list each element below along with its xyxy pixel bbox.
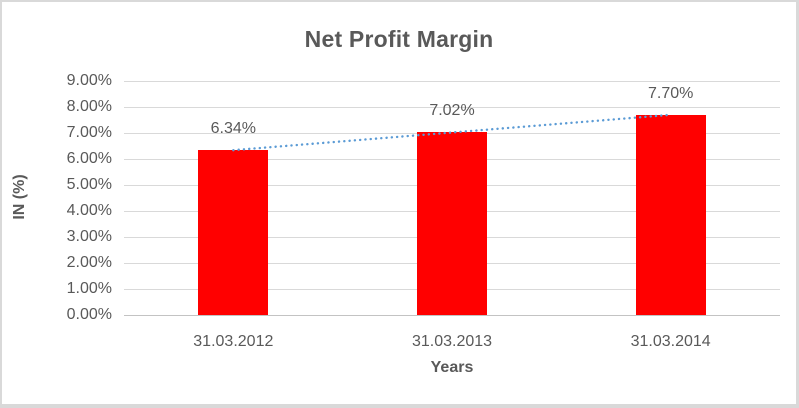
bar-data-label: 7.70% — [647, 84, 694, 102]
y-tick-label: 2.00% — [66, 254, 112, 271]
y-tick-label: 6.00% — [66, 150, 112, 167]
x-tick-label: 31.03.2013 — [411, 333, 493, 350]
bar-31.03.2012 — [198, 150, 269, 315]
y-tick-label: 8.00% — [66, 98, 112, 115]
y-axis-title: IN (%) — [11, 174, 28, 220]
y-tick-label: 9.00% — [66, 72, 112, 89]
y-tick-label: 4.00% — [66, 202, 112, 219]
x-tick-label: 31.03.2014 — [630, 333, 711, 350]
y-gridline — [124, 106, 780, 108]
y-tick-label: 1.00% — [66, 280, 112, 297]
y-tick-label: 5.00% — [66, 176, 112, 193]
bar-31.03.2014 — [635, 114, 706, 315]
y-gridline — [124, 314, 780, 316]
y-tick-label: 0.00% — [66, 306, 112, 323]
chart-title: Net Profit Margin — [304, 26, 494, 52]
x-tick-label: 31.03.2012 — [193, 333, 274, 350]
bar-data-label: 7.02% — [429, 102, 475, 120]
y-tick-label: 3.00% — [66, 228, 112, 245]
trendline — [232, 113, 672, 152]
bar-data-label: 6.34% — [210, 120, 257, 138]
x-axis-title: Years — [430, 359, 474, 376]
y-gridline — [124, 80, 780, 82]
plot-area: 6.34% 7.02% 7.70% — [124, 80, 780, 316]
bar-31.03.2013 — [417, 132, 487, 315]
y-tick-label: 7.00% — [66, 124, 112, 141]
